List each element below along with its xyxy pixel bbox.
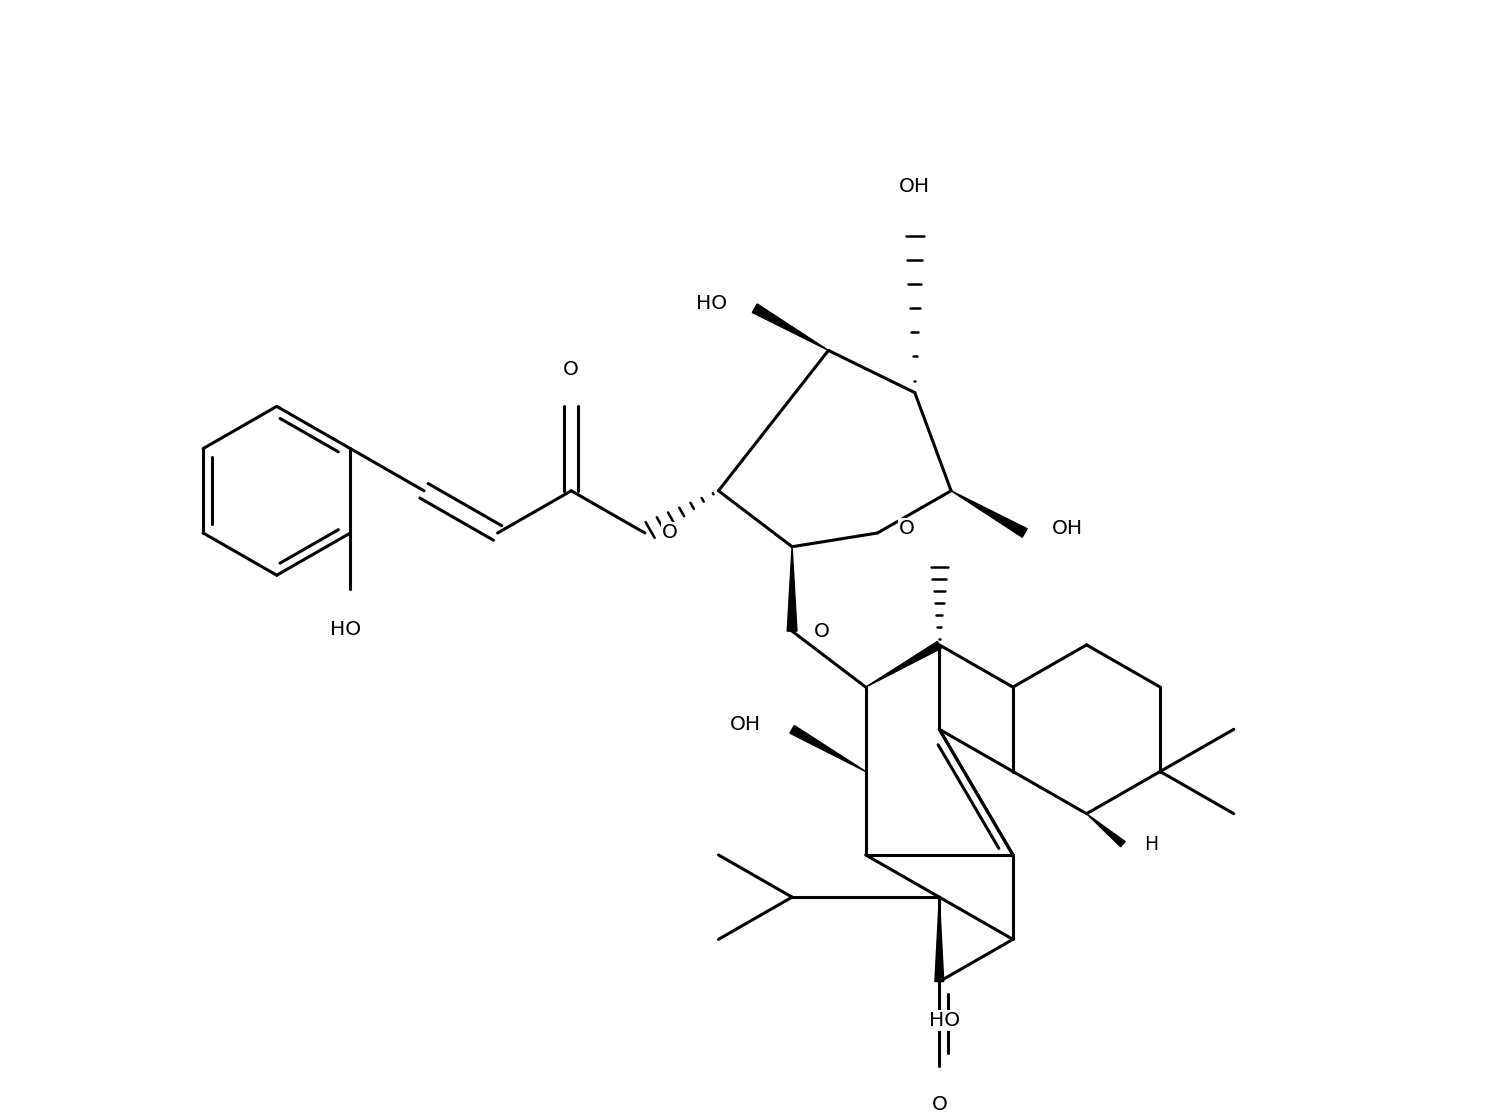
Polygon shape bbox=[752, 304, 828, 351]
Text: HO: HO bbox=[696, 294, 727, 313]
Text: O: O bbox=[900, 519, 915, 538]
Text: OH: OH bbox=[900, 177, 931, 196]
Polygon shape bbox=[790, 725, 865, 772]
Polygon shape bbox=[787, 547, 797, 632]
Text: O: O bbox=[931, 1095, 947, 1114]
Text: H: H bbox=[1145, 834, 1158, 853]
Polygon shape bbox=[935, 897, 944, 981]
Text: OH: OH bbox=[730, 715, 761, 734]
Text: O: O bbox=[662, 524, 678, 543]
Text: O: O bbox=[813, 622, 830, 641]
Text: OH: OH bbox=[1053, 519, 1084, 538]
Polygon shape bbox=[865, 642, 941, 687]
Polygon shape bbox=[1087, 813, 1126, 847]
Text: HO: HO bbox=[330, 620, 361, 639]
Text: HO: HO bbox=[929, 1012, 959, 1030]
Polygon shape bbox=[952, 491, 1028, 537]
Text: O: O bbox=[564, 360, 578, 379]
